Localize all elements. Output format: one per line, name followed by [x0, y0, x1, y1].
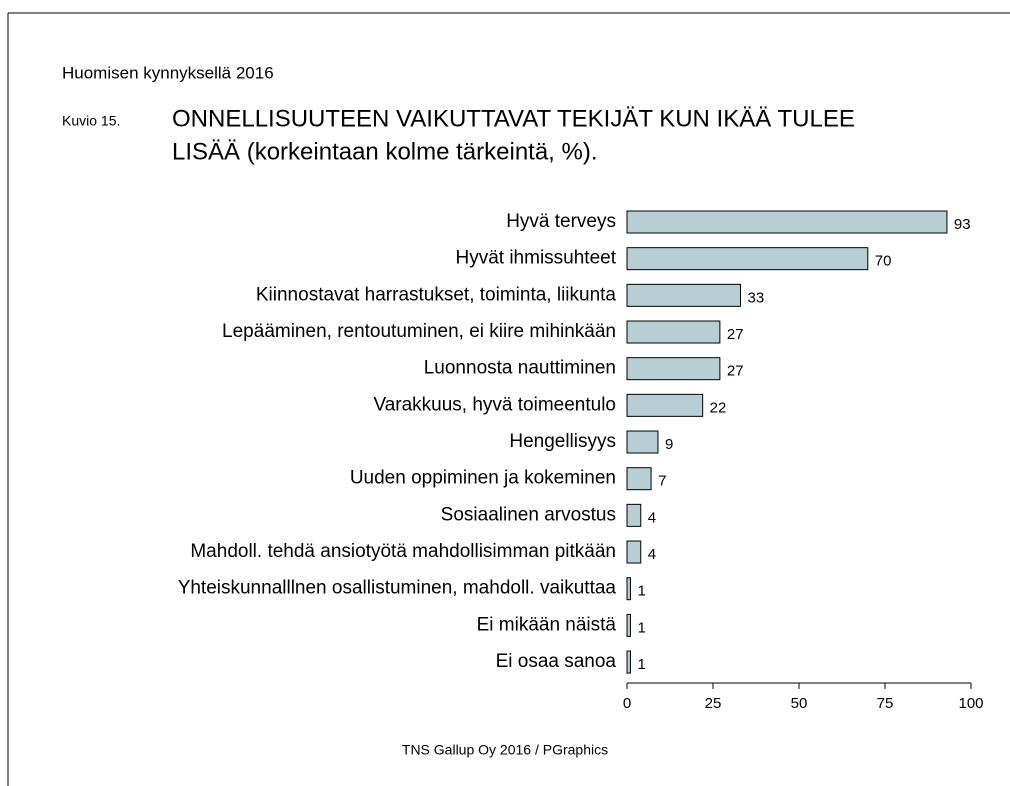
- source: TNS Gallup Oy 2016 / PGraphics: [402, 742, 608, 758]
- value-label: 22: [710, 399, 727, 416]
- value-label: 7: [658, 473, 666, 490]
- x-tick-label: 75: [877, 695, 894, 712]
- bar: [626, 650, 631, 674]
- bar: [626, 393, 704, 417]
- y-tick-label: Mahdoll. tehdä ansiotyötä mahdollisimman…: [190, 541, 616, 562]
- y-tick-label: Lepääminen, rentoutuminen, ei kiire mihi…: [222, 321, 616, 342]
- bar: [626, 430, 659, 454]
- value-label: 1: [637, 619, 645, 636]
- bar: [626, 357, 721, 381]
- y-tick-label: Ei mikään näistä: [477, 614, 617, 635]
- y-tick-label: Hengellisyys: [509, 431, 616, 452]
- y-tick-label: Ei osaa sanoa: [496, 651, 617, 672]
- value-label: 4: [648, 546, 656, 563]
- bar: [626, 283, 742, 307]
- value-label: 33: [748, 289, 765, 306]
- figure-label: Kuvio 15.: [62, 113, 120, 129]
- value-label: 1: [637, 656, 645, 673]
- y-tick-label: Uuden oppiminen ja kokeminen: [350, 468, 616, 489]
- bar: [626, 503, 642, 527]
- value-label: 1: [637, 583, 645, 600]
- bar: [626, 577, 631, 601]
- bar: [626, 540, 642, 564]
- y-tick-label: Hyvät ihmissuhteet: [455, 248, 616, 269]
- x-tick-label: 0: [623, 695, 631, 712]
- value-label: 70: [875, 253, 892, 270]
- bar: [626, 467, 652, 491]
- y-tick-label: Varakkuus, hyvä toimeentulo: [373, 394, 616, 415]
- value-label: 27: [727, 363, 744, 380]
- x-tick-label: 25: [705, 695, 722, 712]
- bar: [626, 210, 948, 234]
- value-label: 93: [954, 216, 971, 233]
- y-tick-label: Hyvä terveys: [506, 211, 616, 232]
- y-tick-label: Kiinnostavat harrastukset, toiminta, lii…: [256, 284, 617, 305]
- value-label: 27: [727, 326, 744, 343]
- bar: [626, 320, 721, 344]
- bar: [626, 613, 631, 637]
- chart-title: LISÄÄ (korkeintaan kolme tärkeintä, %).: [172, 138, 598, 165]
- x-tick-label: 50: [791, 695, 808, 712]
- y-tick-label: Yhteiskunnalllnen osallistuminen, mahdol…: [178, 578, 617, 599]
- bar: [626, 247, 869, 271]
- value-label: 4: [648, 509, 656, 526]
- chart-title: ONNELLISUUTEEN VAIKUTTAVAT TEKIJÄT KUN I…: [172, 105, 855, 132]
- y-tick-label: Sosiaalinen arvostus: [441, 504, 616, 525]
- header: Huomisen kynnyksellä 2016: [62, 63, 274, 82]
- x-tick-label: 100: [958, 695, 983, 712]
- value-label: 9: [665, 436, 673, 453]
- y-tick-label: Luonnosta nauttiminen: [424, 358, 616, 379]
